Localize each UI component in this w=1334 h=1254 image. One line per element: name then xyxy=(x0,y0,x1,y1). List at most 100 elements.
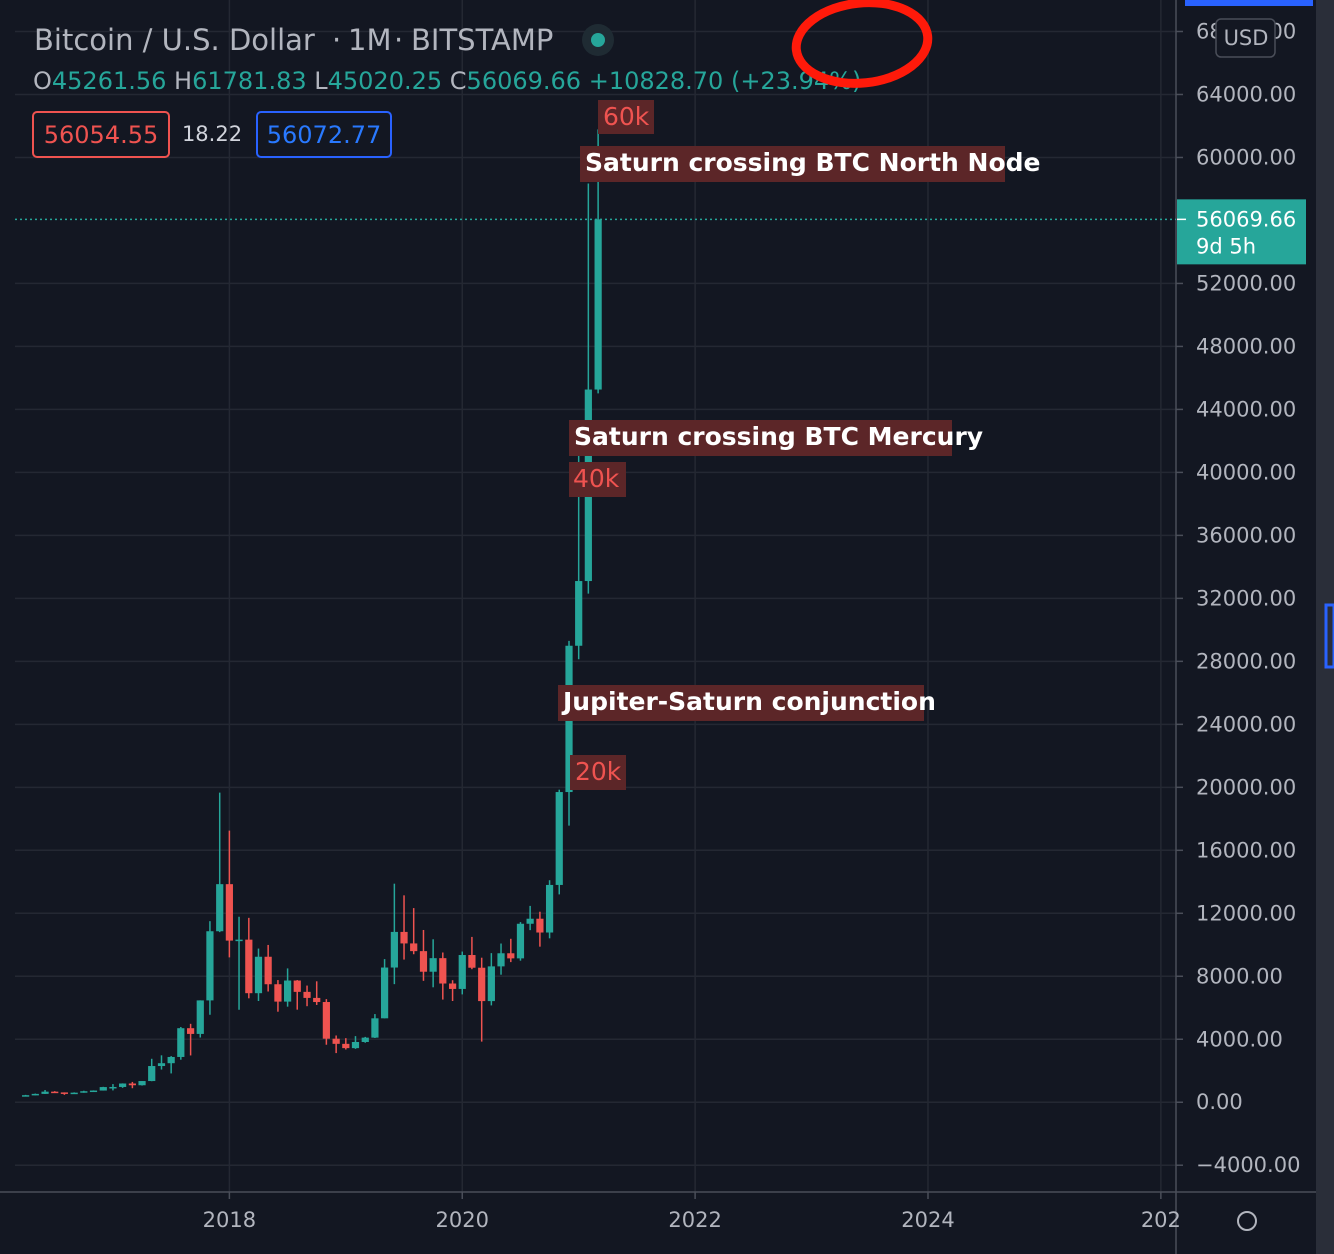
candle-body xyxy=(594,219,602,390)
exchange: BITSTAMP xyxy=(411,23,553,57)
candle-body xyxy=(206,931,214,1001)
candle-body xyxy=(313,997,321,1003)
candle-body xyxy=(468,955,476,968)
candle-body xyxy=(380,967,389,1019)
x-tick-label: 2022 xyxy=(668,1208,721,1232)
candle-body xyxy=(419,951,428,972)
annotation: Saturn crossing BTC Mercury xyxy=(574,422,983,451)
sell-button[interactable] xyxy=(32,111,170,158)
candle-body xyxy=(70,1092,78,1095)
y-tick-label: 20000.00 xyxy=(1196,775,1296,799)
candle-body xyxy=(526,918,534,924)
candle-body xyxy=(439,958,447,984)
y-tick-label: 48000.00 xyxy=(1196,334,1296,358)
candle-body xyxy=(264,956,272,985)
annotation-box xyxy=(558,685,924,721)
ohlc-line: O45261.56 H61781.83 L45020.25 C56069.66 … xyxy=(33,67,861,95)
h-label: H xyxy=(174,67,192,95)
l-value: 45020.25 xyxy=(328,67,443,95)
last-price-box xyxy=(1177,199,1306,265)
last-price-label: 56069.66 xyxy=(1196,207,1296,231)
candle-body xyxy=(235,939,243,942)
candle-body xyxy=(497,953,505,967)
candle-body xyxy=(371,1018,379,1038)
y-tick-label: 12000.00 xyxy=(1196,901,1296,925)
separator: · xyxy=(332,23,341,57)
y-tick-label: 8000.00 xyxy=(1196,964,1283,988)
y-tick-label: 0.00 xyxy=(1196,1090,1243,1114)
l-label: L xyxy=(314,67,328,95)
candle-body xyxy=(429,958,437,972)
y-tick-label: 52000.00 xyxy=(1196,271,1296,295)
candle-body xyxy=(274,984,282,1002)
y-tick-label: 24000.00 xyxy=(1196,712,1296,736)
separator: · xyxy=(394,23,403,57)
spread: 18.22 xyxy=(182,122,242,146)
y-tick-label: 28000.00 xyxy=(1196,649,1296,673)
y-tick-label: 32000.00 xyxy=(1196,586,1296,610)
annotation: 40k xyxy=(573,464,620,493)
candle-body xyxy=(225,884,233,941)
annotation: 20k xyxy=(575,757,622,786)
candle-body xyxy=(448,983,457,989)
candle-body xyxy=(99,1087,107,1091)
candle-body xyxy=(119,1083,127,1087)
annotation-box xyxy=(569,420,952,456)
currency-label: USD xyxy=(1224,26,1269,50)
candle-body xyxy=(332,1038,340,1044)
annotation: 60k xyxy=(603,102,650,131)
candle-body xyxy=(283,980,292,1002)
currency-button[interactable] xyxy=(1215,18,1276,58)
candle-body xyxy=(555,792,563,885)
candle-body xyxy=(410,943,418,952)
status-dot[interactable] xyxy=(591,33,605,47)
candle-body xyxy=(80,1091,88,1093)
candle-body xyxy=(109,1086,117,1089)
candle-body xyxy=(245,939,253,994)
candle-body xyxy=(216,884,224,932)
candle-body xyxy=(507,953,515,959)
annotation: Saturn crossing BTC North Node xyxy=(585,148,1041,177)
y-tick-label: −4000.00 xyxy=(1196,1153,1300,1177)
h-value: 61781.83 xyxy=(192,67,307,95)
annotation-box xyxy=(569,462,626,497)
candle-body xyxy=(157,1063,166,1067)
candle-body xyxy=(138,1081,146,1086)
candle-body xyxy=(322,1002,330,1039)
candle-body xyxy=(22,1095,30,1097)
candle-body xyxy=(545,884,554,933)
candle-body xyxy=(51,1091,59,1094)
x-tick-label: 202 xyxy=(1141,1208,1181,1232)
candle-body xyxy=(60,1092,68,1094)
candle-body xyxy=(487,966,495,1002)
y-tick-label: 4000.00 xyxy=(1196,1027,1283,1051)
sell-price: 56054.55 xyxy=(44,121,159,149)
interval: 1M xyxy=(348,23,391,57)
candle-body xyxy=(167,1056,175,1064)
candle-body xyxy=(458,955,466,989)
o-value: 45261.56 xyxy=(52,67,167,95)
buy-price: 56072.77 xyxy=(267,121,382,149)
annotation-box xyxy=(598,100,654,134)
o-label: O xyxy=(33,67,52,95)
candle-body xyxy=(303,991,311,998)
y-tick-label: 16000.00 xyxy=(1196,838,1296,862)
y-tick-label: 40000.00 xyxy=(1196,460,1296,484)
x-tick-label: 2020 xyxy=(436,1208,489,1232)
candle-body xyxy=(177,1028,185,1057)
y-tick-label: 44000.00 xyxy=(1196,397,1296,421)
candle-body xyxy=(31,1093,39,1096)
side-handle xyxy=(1324,603,1334,669)
candle-body xyxy=(400,931,408,944)
top-bar xyxy=(1185,0,1313,6)
symbol: Bitcoin / U.S. Dollar xyxy=(34,23,315,57)
c-label: C xyxy=(450,67,467,95)
y-tick-label: 36000.00 xyxy=(1196,523,1296,547)
candle-body xyxy=(575,581,583,646)
candle-body xyxy=(351,1042,360,1049)
settings-icon[interactable] xyxy=(1237,1211,1257,1231)
annotation-box xyxy=(580,146,1005,182)
candle-body xyxy=(536,918,544,933)
buy-button[interactable] xyxy=(256,111,392,158)
